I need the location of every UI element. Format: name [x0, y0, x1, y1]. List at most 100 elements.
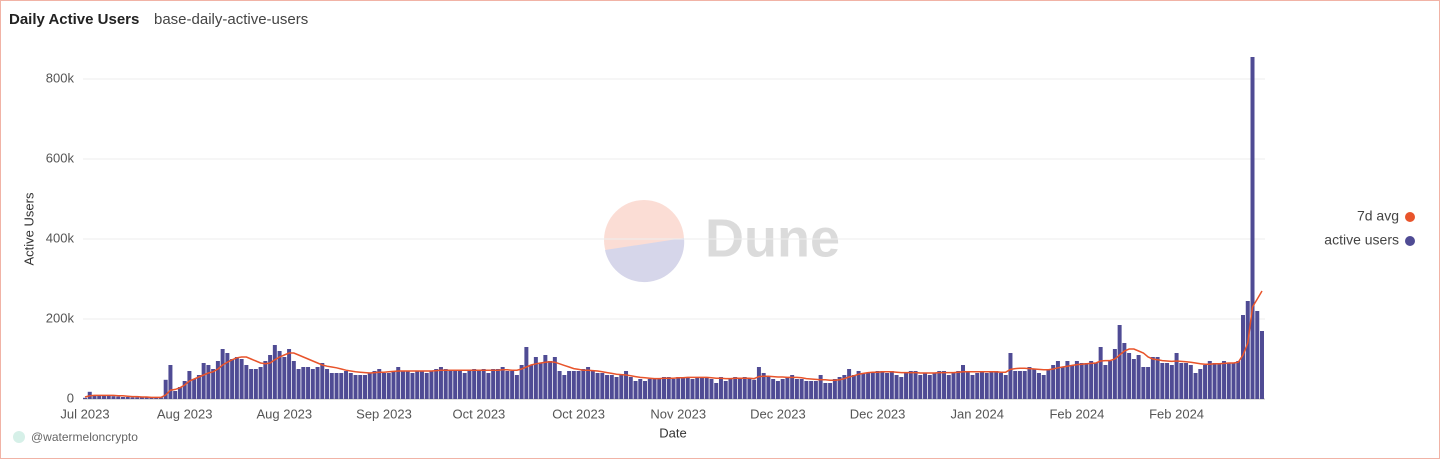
bar [125, 397, 130, 399]
bar [400, 371, 405, 399]
bar [780, 379, 785, 399]
bar [491, 369, 496, 399]
bar [899, 377, 904, 399]
bar [671, 379, 676, 399]
bar [889, 371, 894, 399]
bar [638, 379, 643, 399]
bar [657, 379, 662, 399]
x-tick-label: Aug 2023 [157, 406, 213, 421]
x-tick-label: Feb 2024 [1149, 406, 1204, 421]
bar [956, 371, 961, 399]
bar [861, 373, 866, 399]
bar [291, 361, 296, 399]
bar [244, 365, 249, 399]
bar [543, 355, 548, 399]
bar [438, 367, 443, 399]
bar [728, 379, 733, 399]
bar [685, 377, 690, 399]
bar [130, 397, 135, 399]
bar [1093, 363, 1098, 399]
bar [581, 369, 586, 399]
bar [1160, 363, 1165, 399]
bar [1108, 361, 1113, 399]
bar [790, 375, 795, 399]
bar [467, 371, 472, 399]
bar [1150, 357, 1155, 399]
bar [927, 375, 932, 399]
bar [443, 369, 448, 399]
bar [856, 371, 861, 399]
bar [173, 391, 178, 399]
bar [709, 379, 714, 399]
bar [1065, 361, 1070, 399]
bar [1184, 363, 1189, 399]
bar [818, 375, 823, 399]
bar [979, 371, 984, 399]
bar [828, 383, 833, 399]
bar [1089, 361, 1094, 399]
bar [1122, 343, 1127, 399]
bar [628, 377, 633, 399]
bar [1112, 349, 1117, 399]
bar [723, 381, 728, 399]
bar [576, 371, 581, 399]
bar [699, 377, 704, 399]
credit-icon [13, 431, 25, 443]
avg-line [84, 290, 1263, 399]
bar [1027, 367, 1032, 399]
bar [396, 367, 401, 399]
bar [1174, 353, 1179, 399]
bar [633, 381, 638, 399]
bar [733, 377, 738, 399]
x-tick-label: Dec 2023 [750, 406, 806, 421]
bar [761, 373, 766, 399]
bar [662, 377, 667, 399]
x-tick-label: Jul 2023 [60, 406, 109, 421]
bar [486, 373, 491, 399]
bar [310, 369, 315, 399]
bar [1127, 353, 1132, 399]
bar [211, 369, 216, 399]
bar [1203, 365, 1208, 399]
bar [201, 363, 206, 399]
bar [168, 365, 173, 399]
bar [529, 365, 534, 399]
bar [548, 361, 553, 399]
x-tick-label: Nov 2023 [650, 406, 706, 421]
bar [106, 395, 111, 399]
bar [334, 373, 339, 399]
bar [1131, 359, 1136, 399]
bar [457, 371, 462, 399]
y-tick-label: 0 [67, 390, 74, 405]
bar [538, 363, 543, 399]
bar [619, 375, 624, 399]
bar [187, 371, 192, 399]
watermark-logo [604, 200, 684, 280]
bar [1013, 371, 1018, 399]
bar [92, 395, 97, 399]
bar [192, 379, 197, 399]
bar [752, 379, 757, 399]
bar [918, 375, 923, 399]
bar [1032, 369, 1037, 399]
bar [794, 379, 799, 399]
bar [495, 369, 500, 399]
bar [510, 371, 515, 399]
y-tick-label: 600k [46, 150, 75, 165]
bar [453, 371, 458, 399]
watermark-text: Dune [705, 208, 840, 268]
y-tick-label: 200k [46, 310, 75, 325]
bar [614, 377, 619, 399]
bar [946, 375, 951, 399]
bar [1008, 353, 1013, 399]
bar [676, 377, 681, 399]
bar [1222, 361, 1227, 399]
bar [680, 377, 685, 399]
bar [1226, 363, 1231, 399]
bar [1146, 367, 1151, 399]
bar [253, 369, 258, 399]
bar [1074, 361, 1079, 399]
bar [1003, 375, 1008, 399]
bar [377, 369, 382, 399]
